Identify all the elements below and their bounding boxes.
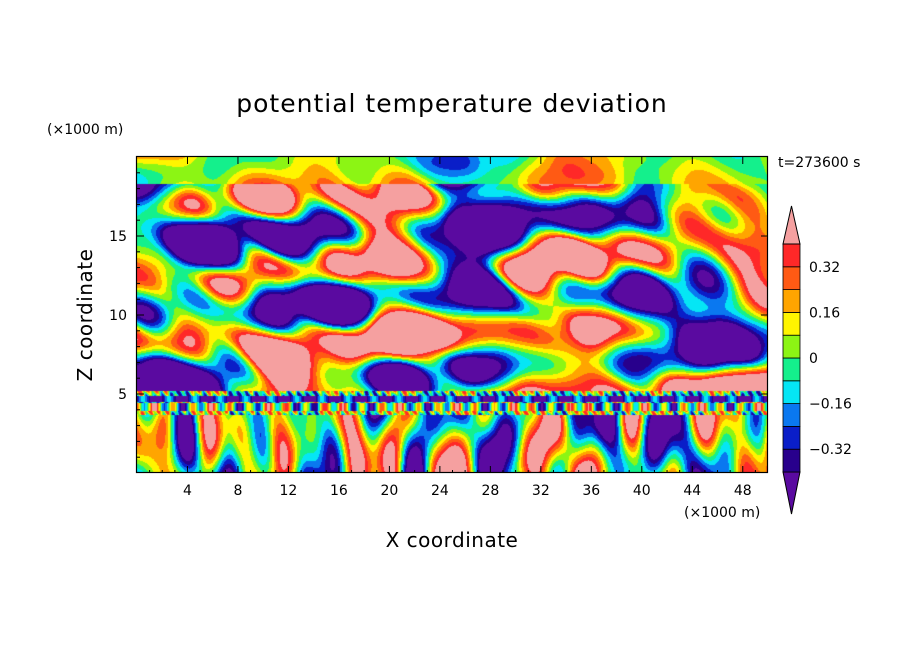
colorbar-label: 0.16 <box>809 305 840 321</box>
colorbar-label: −0.16 <box>809 397 852 413</box>
x-tick-label: 36 <box>582 483 600 499</box>
time-label: t=273600 s <box>778 155 860 171</box>
x-unit-label: (×1000 m) <box>684 505 760 521</box>
colorbar-band <box>782 243 801 268</box>
colorbar-band <box>782 266 801 290</box>
colorbar-label: 0 <box>809 351 818 367</box>
x-tick-label: 44 <box>683 483 701 499</box>
x-tick-label: 28 <box>481 483 499 499</box>
y-tick-label: 10 <box>109 308 127 324</box>
colorbar-band <box>782 403 801 427</box>
x-tick-label: 8 <box>233 483 242 499</box>
colorbar-band <box>782 448 801 473</box>
x-axis-label: X coordinate <box>386 528 519 552</box>
temperature-field <box>137 157 768 473</box>
x-tick-label: 16 <box>330 483 348 499</box>
x-tick-label: 20 <box>380 483 398 499</box>
colorbar-band <box>782 357 801 382</box>
x-tick-label: 48 <box>734 483 752 499</box>
colorbar-band <box>782 334 801 359</box>
colorbar-low-extend <box>782 471 801 515</box>
colorbar-band <box>782 380 801 404</box>
y-axis-label: Z coordinate <box>73 249 97 382</box>
x-tick-label: 32 <box>532 483 550 499</box>
x-tick-label: 24 <box>431 483 449 499</box>
colorbar-band <box>782 425 801 450</box>
colorbar: 0.32 0.16 0 −0.16 −0.32 <box>782 205 852 515</box>
y-tick-label: 15 <box>109 229 127 245</box>
field-container <box>137 157 768 473</box>
y-unit-label: (×1000 m) <box>47 122 123 138</box>
y-tick-label: 5 <box>118 387 127 403</box>
colorbar-label: 0.32 <box>809 260 840 276</box>
x-tick-label: 40 <box>633 483 651 499</box>
x-tick-label: 4 <box>183 483 192 499</box>
chart-title: potential temperature deviation <box>236 89 667 118</box>
x-axis: 4 8 12 16 20 24 28 32 36 40 44 48 <box>149 157 756 499</box>
colorbar-high-extend <box>782 205 801 245</box>
colorbar-band <box>782 289 801 313</box>
plot-area <box>135 155 769 474</box>
colorbar-band <box>782 311 801 336</box>
colorbar-label: −0.32 <box>809 442 852 458</box>
x-tick-label: 12 <box>280 483 298 499</box>
y-axis: 5 10 15 <box>109 172 768 458</box>
